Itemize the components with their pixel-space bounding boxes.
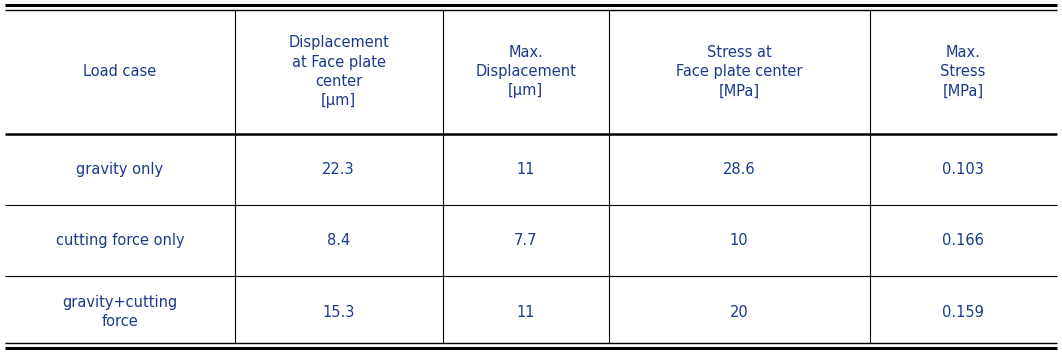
Text: 22.3: 22.3 (322, 162, 355, 177)
Text: 0.159: 0.159 (942, 305, 984, 319)
Text: 10: 10 (730, 233, 749, 248)
Text: 11: 11 (516, 162, 535, 177)
Text: 7.7: 7.7 (514, 233, 537, 248)
Text: cutting force only: cutting force only (55, 233, 184, 248)
Text: 11: 11 (516, 305, 535, 319)
Text: 0.103: 0.103 (942, 162, 984, 177)
Text: Max.
Stress
[MPa]: Max. Stress [MPa] (941, 45, 986, 98)
Text: Max.
Displacement
[μm]: Max. Displacement [μm] (476, 45, 577, 98)
Text: 15.3: 15.3 (323, 305, 355, 319)
Text: gravity+cutting
force: gravity+cutting force (63, 295, 177, 329)
Text: 20: 20 (730, 305, 749, 319)
Text: 8.4: 8.4 (327, 233, 350, 248)
Text: Load case: Load case (83, 64, 156, 79)
Text: 0.166: 0.166 (942, 233, 984, 248)
Text: gravity only: gravity only (76, 162, 164, 177)
Text: Stress at
Face plate center
[MPa]: Stress at Face plate center [MPa] (675, 45, 803, 98)
Text: 28.6: 28.6 (723, 162, 755, 177)
Text: Displacement
at Face plate
center
[μm]: Displacement at Face plate center [μm] (288, 36, 389, 108)
